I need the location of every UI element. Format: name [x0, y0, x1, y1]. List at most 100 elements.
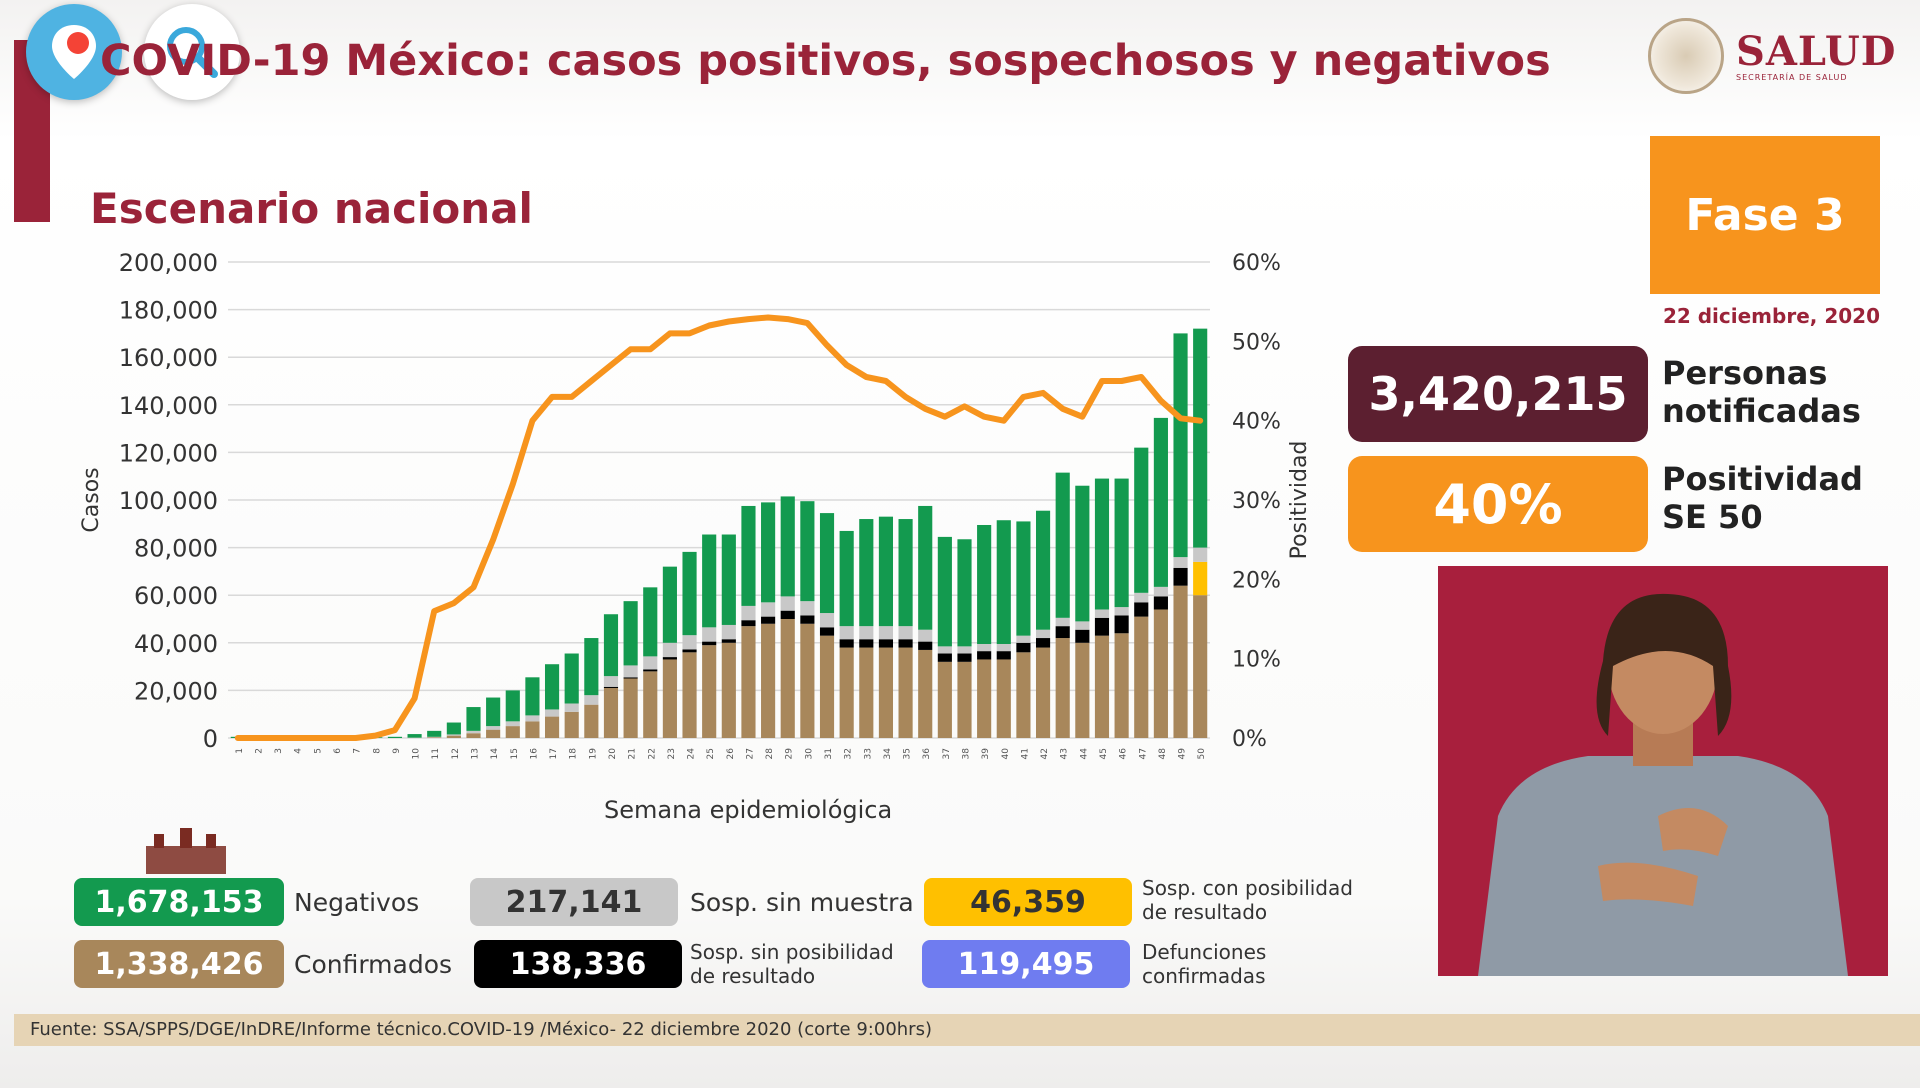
bar-sosp-sin-posibilidad-de-resultado-45: [1094, 617, 1110, 636]
x-tick-label: 29: [785, 748, 795, 760]
y-tick-label: 60,000: [134, 582, 218, 610]
x-tick-label: 15: [510, 748, 520, 759]
x-tick-label: 42: [1040, 748, 1050, 759]
bar-sosp-sin-muestra-14: [486, 726, 501, 730]
sosp-con-posibilidad-label-line2: de resultado: [1142, 900, 1268, 924]
bar-negativos-11: [427, 730, 442, 737]
sosp-sin-posibilidad-total: 138,336: [474, 940, 682, 988]
bar-sosp-sin-muestra-34: [878, 626, 894, 640]
bar-confirmados-45: [1094, 635, 1110, 738]
bar-confirmados-40: [996, 659, 1011, 738]
bar-negativos-50: [1193, 328, 1208, 548]
bar-sosp-sin-posibilidad-de-resultado-20: [603, 686, 619, 689]
bar-confirmados-18: [564, 711, 579, 738]
bar-negativos-31: [819, 513, 835, 614]
bar-negativos-39: [977, 524, 992, 644]
bar-sosp-sin-posibilidad-de-resultado-35: [898, 639, 913, 648]
x-tick-label: 32: [844, 748, 854, 759]
bar-negativos-37: [937, 536, 952, 647]
gobierno-de-mexico-logo-icon: [146, 828, 226, 874]
bar-sosp-sin-muestra-48: [1153, 586, 1168, 597]
bar-negativos-15: [505, 690, 520, 722]
pin-icon: [52, 25, 96, 79]
bar-confirmados-35: [898, 647, 913, 738]
negativos-total: 1,678,153: [74, 878, 284, 926]
y-tick-label: 180,000: [119, 297, 218, 325]
bar-negativos-24: [682, 551, 697, 636]
bar-negativos-13: [466, 707, 481, 731]
bar-sosp-sin-muestra-36: [918, 629, 933, 642]
defunciones-label-line2: confirmadas: [1142, 964, 1266, 988]
y-tick-label: 160,000: [119, 344, 218, 372]
search-button[interactable]: [144, 4, 240, 100]
bar-confirmados-36: [918, 649, 933, 738]
location-pin-button[interactable]: [26, 4, 122, 100]
defunciones-total: 119,495: [922, 940, 1130, 988]
x-tick-label: 36: [922, 748, 932, 760]
y-tick-label: 120,000: [119, 439, 218, 467]
personas-label-line2: notificadas: [1662, 392, 1861, 430]
sosp-sin-posibilidad-label-line2: de resultado: [690, 964, 816, 988]
bar-sosp-con-posibilidad-de-resultado-50: [1193, 561, 1208, 596]
bar-sosp-sin-muestra-29: [780, 596, 795, 611]
sosp-con-posibilidad-total: 46,359: [924, 878, 1132, 926]
bar-confirmados-20: [603, 688, 619, 738]
bar-negativos-33: [859, 519, 874, 627]
bar-sosp-sin-posibilidad-de-resultado-42: [1035, 638, 1051, 648]
x-tick-label: 11: [431, 748, 441, 759]
bar-negativos-9: [387, 736, 403, 738]
x-tick-label: 30: [804, 748, 814, 760]
bar-negativos-10: [407, 734, 422, 738]
bar-sosp-sin-posibilidad-de-resultado-24: [682, 649, 697, 653]
bar-sosp-sin-muestra-33: [859, 626, 874, 640]
bar-sosp-sin-posibilidad-de-resultado-26: [721, 639, 736, 643]
personas-label-line1: Personas: [1662, 354, 1828, 392]
bar-negativos-38: [957, 539, 972, 647]
bar-sosp-sin-posibilidad-de-resultado-36: [918, 641, 933, 650]
bar-confirmados-14: [486, 729, 501, 738]
x-tick-label: 46: [1119, 748, 1129, 760]
bar-confirmados-32: [839, 647, 854, 738]
bar-sosp-sin-posibilidad-de-resultado-46: [1114, 615, 1129, 634]
phase-date: 22 diciembre, 2020: [1662, 304, 1880, 328]
y2-tick-label: 50%: [1232, 330, 1281, 355]
bar-sosp-sin-posibilidad-de-resultado-21: [623, 677, 638, 679]
y-tick-label: 40,000: [134, 630, 218, 658]
source-footnote: Fuente: SSA/SPPS/DGE/InDRE/Informe técni…: [14, 1014, 1920, 1046]
bar-sosp-sin-muestra-40: [996, 643, 1011, 652]
bar-sosp-sin-posibilidad-de-resultado-39: [977, 651, 992, 660]
bar-sosp-sin-muestra-50: [1193, 547, 1208, 562]
sign-language-interpreter-video: [1438, 566, 1888, 976]
bar-sosp-sin-posibilidad-de-resultado-28: [761, 616, 776, 624]
bar-negativos-22: [643, 587, 658, 657]
x-tick-label: 9: [392, 748, 402, 754]
bar-sosp-sin-muestra-25: [702, 627, 717, 642]
bar-confirmados-39: [977, 659, 992, 738]
bar-confirmados-13: [466, 733, 481, 738]
x-tick-label: 37: [942, 748, 952, 759]
logo-text: SALUD: [1736, 27, 1897, 75]
bar-confirmados-42: [1035, 647, 1051, 738]
bar-sosp-sin-muestra-23: [662, 642, 677, 658]
bar-confirmados-47: [1134, 616, 1149, 738]
bar-sosp-sin-posibilidad-de-resultado-29: [780, 610, 795, 619]
bar-sosp-sin-posibilidad-de-resultado-41: [1016, 642, 1031, 653]
y2-tick-label: 0%: [1232, 727, 1267, 752]
bar-sosp-sin-muestra-49: [1173, 557, 1188, 568]
x-tick-label: 5: [313, 748, 323, 754]
negativos-label: Negativos: [294, 888, 420, 917]
bar-confirmados-16: [525, 721, 540, 738]
bar-negativos-12: [446, 722, 461, 735]
bar-sosp-sin-posibilidad-de-resultado-43: [1055, 626, 1070, 639]
bar-sosp-sin-posibilidad-de-resultado-30: [800, 615, 815, 624]
bar-sosp-sin-posibilidad-de-resultado-23: [662, 657, 677, 660]
y-axis-title: Casos: [79, 467, 104, 532]
bar-negativos-47: [1134, 447, 1149, 593]
y2-tick-label: 40%: [1232, 410, 1281, 435]
positividad-line: [234, 314, 1204, 741]
x-tick-label: 35: [903, 748, 913, 759]
bar-sosp-sin-muestra-16: [525, 715, 540, 722]
sosp-sin-muestra-total: 217,141: [470, 878, 678, 926]
y-tick-label: 200,000: [119, 249, 218, 277]
